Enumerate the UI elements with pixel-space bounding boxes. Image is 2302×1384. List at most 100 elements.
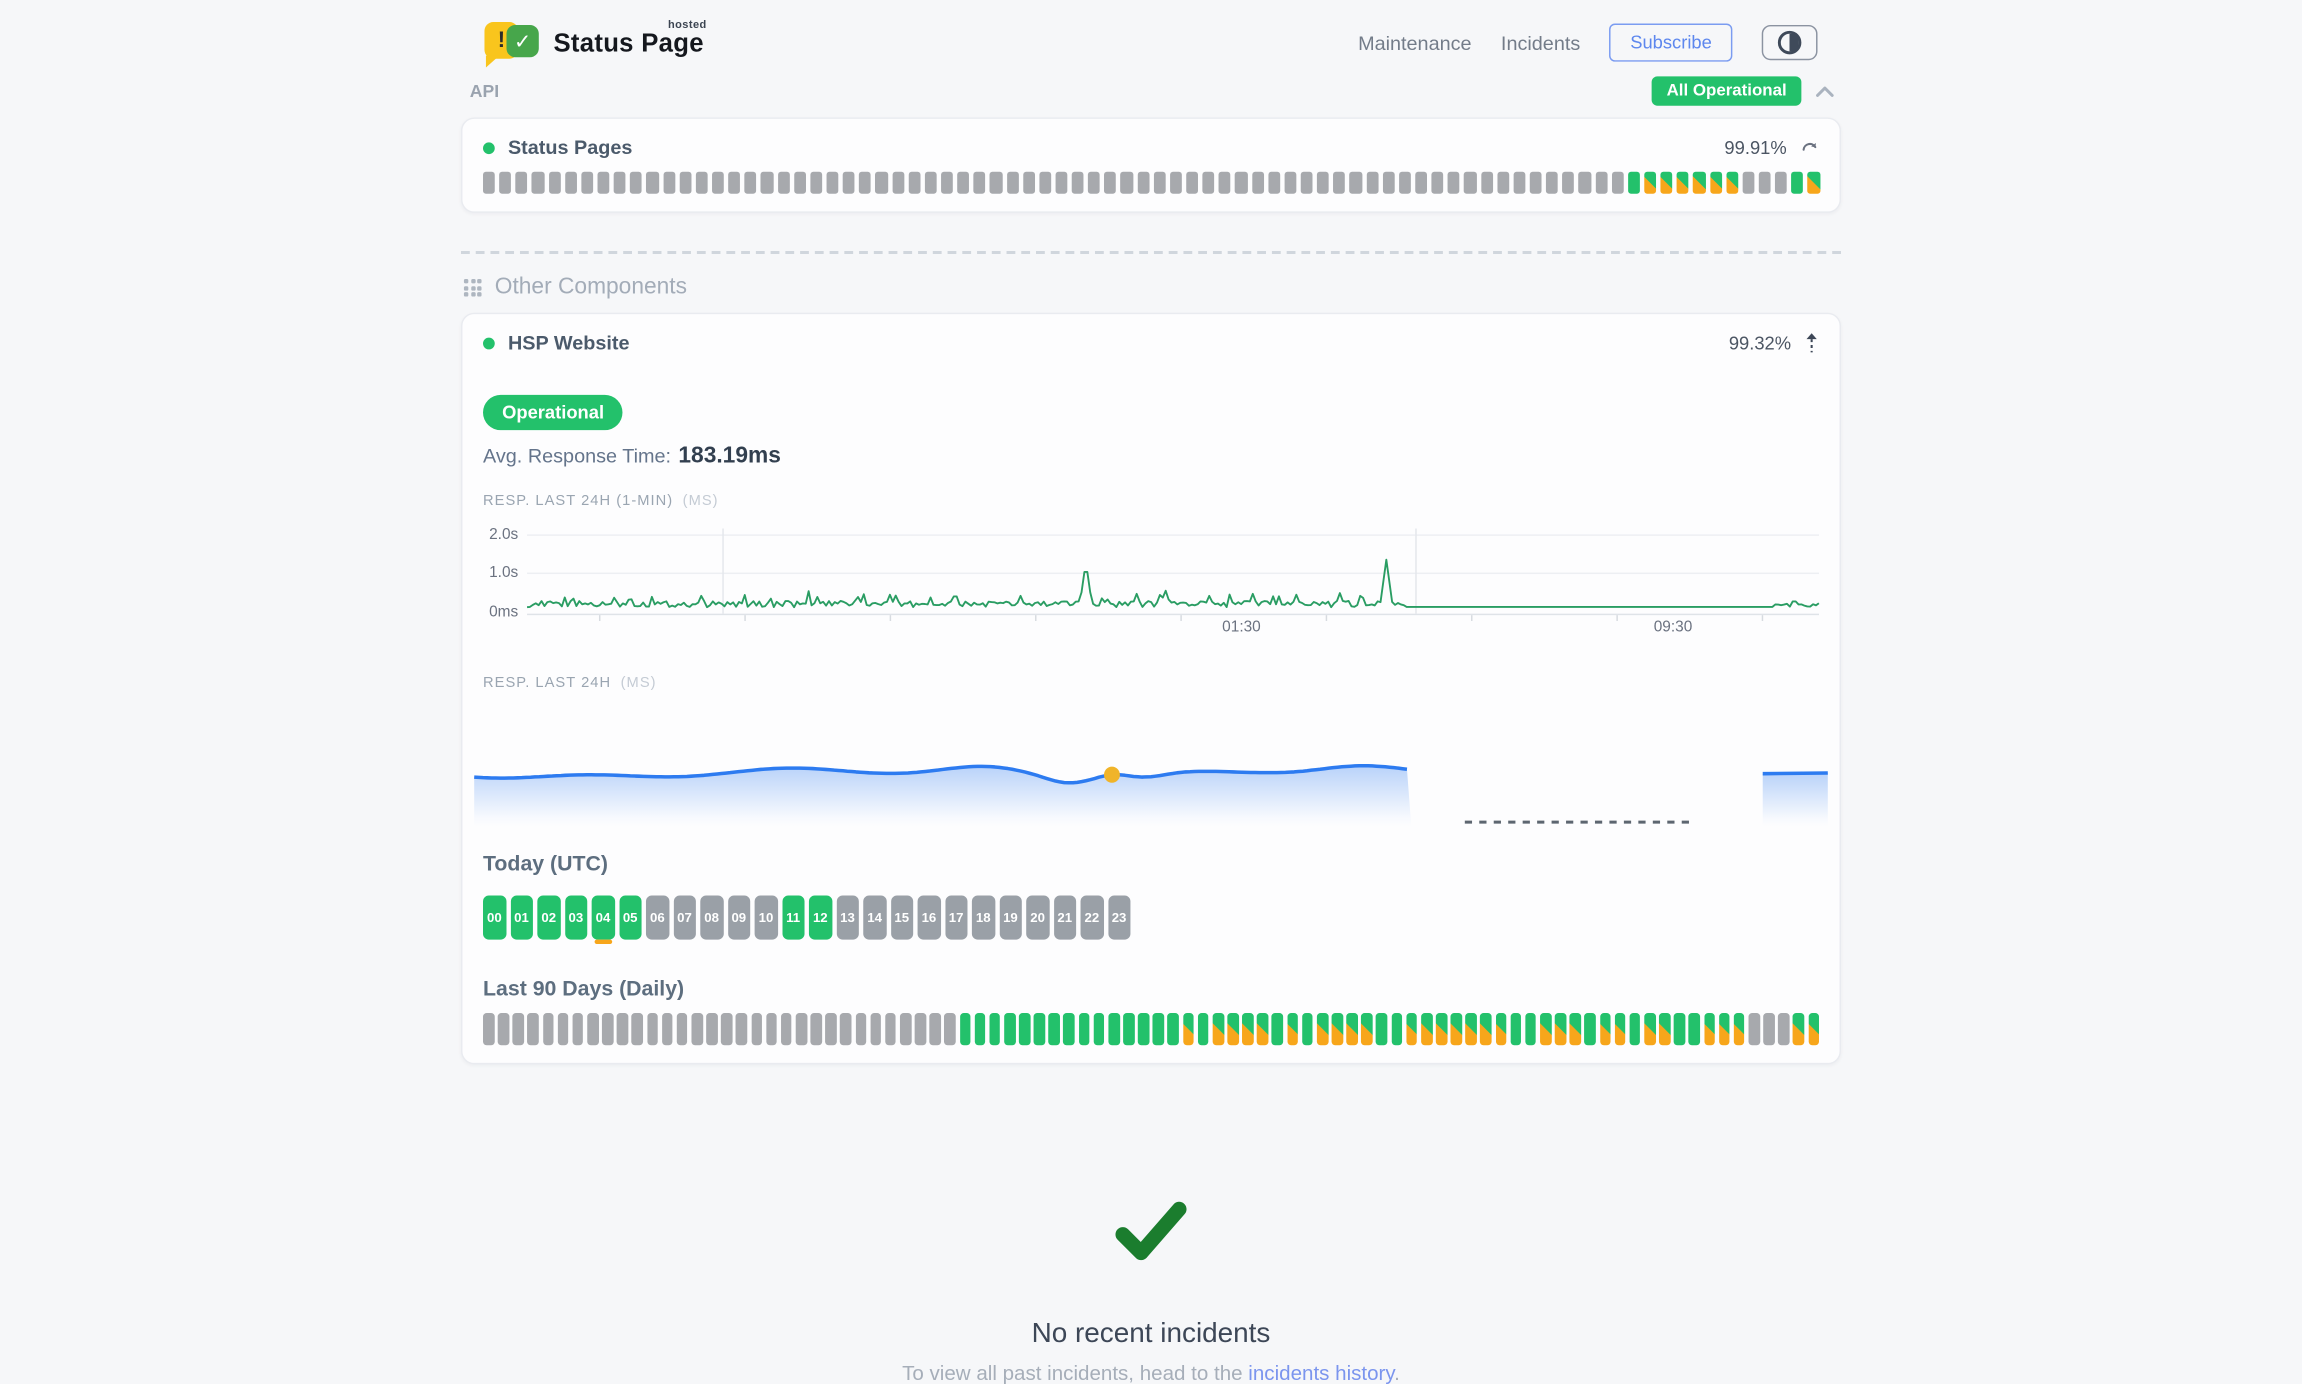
uptime-segment[interactable] [1808, 1012, 1820, 1046]
uptime-segment[interactable] [765, 1012, 778, 1046]
uptime-segment[interactable] [706, 1012, 718, 1046]
uptime-segment[interactable] [1284, 171, 1297, 194]
uptime-segment[interactable] [1554, 1012, 1567, 1046]
uptime-segment[interactable] [870, 1012, 882, 1046]
uptime-segment[interactable] [1510, 1012, 1522, 1046]
uptime-segment[interactable] [1331, 1012, 1343, 1046]
brand-logo[interactable]: ! ✓ Status Page hosted [484, 17, 706, 68]
uptime-segment[interactable] [1569, 1012, 1582, 1046]
uptime-segment[interactable] [1480, 1012, 1492, 1046]
uptime-segment[interactable] [1758, 171, 1771, 194]
hour-block-04[interactable]: 04 [591, 895, 615, 944]
hour-block-12[interactable]: 12 [808, 895, 832, 940]
uptime-segment[interactable] [859, 171, 872, 194]
uptime-segment[interactable] [646, 1012, 658, 1046]
uptime-segment[interactable] [1629, 1012, 1641, 1046]
uptime-segment[interactable] [597, 171, 610, 194]
uptime-segment[interactable] [1078, 1012, 1090, 1046]
hour-block-14[interactable]: 14 [863, 895, 887, 940]
uptime-segment[interactable] [1497, 171, 1510, 194]
uptime-segment[interactable] [1748, 1012, 1760, 1046]
uptime-segment[interactable] [1063, 1012, 1075, 1046]
uptime-segment[interactable] [532, 171, 545, 194]
chart-marker-dot[interactable] [1103, 766, 1120, 783]
uptime-segment[interactable] [795, 1012, 807, 1046]
uptime-segment[interactable] [1775, 171, 1788, 194]
hour-block-22[interactable]: 22 [1080, 895, 1104, 940]
uptime-segment[interactable] [631, 1012, 644, 1046]
uptime-segment[interactable] [744, 171, 757, 194]
hour-block-23[interactable]: 23 [1107, 895, 1131, 940]
uptime-segment[interactable] [973, 171, 986, 194]
uptime-segment[interactable] [515, 171, 528, 194]
uptime-segment[interactable] [499, 171, 512, 194]
uptime-segment[interactable] [1108, 1012, 1120, 1046]
uptime-segment[interactable] [1088, 171, 1101, 194]
uptime-segment[interactable] [1660, 171, 1673, 194]
hour-block-11[interactable]: 11 [781, 895, 805, 940]
uptime-segment[interactable] [1447, 171, 1460, 194]
uptime-segment[interactable] [1540, 1012, 1552, 1046]
uptime-segment[interactable] [1644, 171, 1657, 194]
hour-block-08[interactable]: 08 [700, 895, 724, 940]
hour-block-18[interactable]: 18 [971, 895, 995, 940]
uptime-segment[interactable] [1153, 171, 1166, 194]
uptime-segment[interactable] [1480, 171, 1493, 194]
uptime-segment[interactable] [1391, 1012, 1403, 1046]
uptime-segment[interactable] [1219, 171, 1231, 194]
uptime-segment[interactable] [1212, 1012, 1224, 1046]
uptime-segment[interactable] [1546, 171, 1559, 194]
uptime-segment[interactable] [728, 171, 741, 194]
uptime-segment[interactable] [1197, 1012, 1209, 1046]
uptime-segment[interactable] [661, 1012, 673, 1046]
hour-block-00[interactable]: 00 [483, 895, 506, 940]
uptime-segment[interactable] [691, 1012, 703, 1046]
uptime-segment[interactable] [1018, 1012, 1031, 1046]
uptime-segment[interactable] [1071, 171, 1084, 194]
uptime-segment[interactable] [1693, 171, 1706, 194]
uptime-segment[interactable] [564, 171, 577, 194]
uptime-segment[interactable] [646, 171, 659, 194]
uptime-segment[interactable] [1450, 1012, 1462, 1046]
uptime-segment[interactable] [940, 171, 953, 194]
uptime-segment[interactable] [542, 1012, 554, 1046]
hour-block-20[interactable]: 20 [1026, 895, 1049, 940]
uptime-segment[interactable] [1584, 1012, 1596, 1046]
uptime-segment[interactable] [1595, 171, 1608, 194]
incidents-history-link[interactable]: incidents history [1248, 1360, 1395, 1384]
uptime-segment[interactable] [1138, 1012, 1150, 1046]
uptime-segment[interactable] [1659, 1012, 1671, 1046]
uptime-segment[interactable] [1186, 171, 1199, 194]
uptime-segment[interactable] [1167, 1012, 1180, 1046]
uptime-segment[interactable] [662, 171, 675, 194]
uptime-segment[interactable] [924, 171, 937, 194]
hour-block-05[interactable]: 05 [618, 895, 642, 940]
uptime-segment[interactable] [548, 171, 561, 194]
uptime-segment[interactable] [483, 171, 495, 194]
uptime-segment[interactable] [676, 1012, 688, 1046]
uptime-segment[interactable] [750, 1012, 763, 1046]
uptime-segment[interactable] [1676, 171, 1689, 194]
uptime-segment[interactable] [1431, 171, 1444, 194]
uptime-segment[interactable] [695, 171, 708, 194]
uptime-segment[interactable] [616, 1012, 629, 1046]
uptime-segment[interactable] [630, 171, 643, 194]
uptime-segment[interactable] [929, 1012, 941, 1046]
uptime-segment[interactable] [1611, 171, 1624, 194]
uptime-segment[interactable] [1301, 1012, 1314, 1046]
uptime-segment[interactable] [855, 1012, 867, 1046]
uptime-segment[interactable] [1227, 1012, 1239, 1046]
uptime-segment[interactable] [1726, 171, 1738, 194]
hour-block-16[interactable]: 16 [917, 895, 941, 940]
uptime-segment[interactable] [1578, 171, 1591, 194]
uptime-segment[interactable] [1300, 171, 1313, 194]
uptime-segment[interactable] [1346, 1012, 1358, 1046]
uptime-segment[interactable] [1022, 171, 1035, 194]
hour-block-09[interactable]: 09 [727, 895, 751, 940]
uptime-segment[interactable] [1763, 1012, 1775, 1046]
uptime-segment[interactable] [899, 1012, 912, 1046]
hour-block-13[interactable]: 13 [836, 895, 859, 940]
uptime-segment[interactable] [1104, 171, 1117, 194]
refresh-icon[interactable] [1800, 138, 1819, 157]
uptime-segment[interactable] [1703, 1012, 1716, 1046]
